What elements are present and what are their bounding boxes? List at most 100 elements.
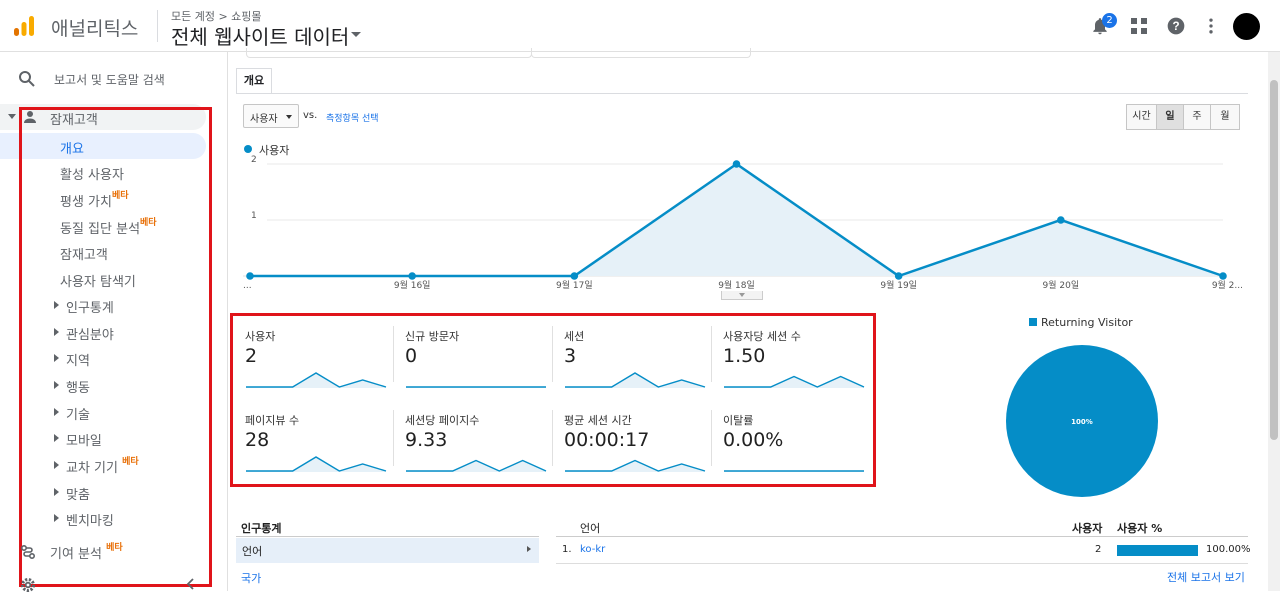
kpi-value: 2 [245, 345, 258, 367]
sparkline-area [565, 373, 705, 388]
kpi-card[interactable]: 페이지뷰 수 28 [233, 398, 391, 482]
x-tick-label: 9월 20일 [1043, 279, 1080, 291]
demographics-country-link[interactable]: 국가 [241, 572, 262, 585]
granularity-hour-button[interactable]: 시간 [1126, 104, 1157, 130]
sidebar-item-cohort-analysis[interactable]: 동질 집단 분석베타 [0, 213, 206, 239]
analytics-logo-icon[interactable] [12, 14, 36, 38]
table-row-pct: 100.00% [1206, 544, 1251, 555]
sidebar-item-user-explorer[interactable]: 사용자 탐색기 [0, 266, 206, 292]
granularity-week-button[interactable]: 주 [1183, 104, 1211, 130]
data-point [1219, 272, 1227, 280]
expand-arrow-icon [54, 354, 59, 362]
kpi-card[interactable]: 사용자당 세션 수 1.50 [711, 314, 869, 398]
avatar[interactable] [1233, 13, 1260, 40]
sidebar-item-interests[interactable]: 관심분야 [0, 319, 206, 345]
report-search[interactable]: 보고서 및 도움말 검색 [0, 62, 228, 94]
page-scrollbar[interactable] [1268, 52, 1280, 591]
kpi-card[interactable]: 세션 3 [552, 314, 710, 398]
visitor-pie-chart[interactable]: 100% [1005, 344, 1159, 498]
users-column-header[interactable]: 사용자 [1072, 522, 1103, 535]
sidebar-item-benchmarking[interactable]: 벤치마킹 [0, 505, 206, 531]
demographics-title: 인구통계 [241, 522, 282, 535]
chevron-down-icon[interactable] [351, 32, 361, 37]
apps-grid-icon[interactable] [1130, 17, 1148, 35]
sidebar-item-mobile[interactable]: 모바일 [0, 425, 206, 451]
sidebar-item-label: 지역 [66, 354, 90, 369]
chart-expand-tab[interactable] [721, 291, 763, 300]
sidebar-item-label: 벤치마킹 [66, 514, 114, 529]
kpi-value: 00:00:17 [564, 429, 650, 451]
sidebar-item-technology[interactable]: 기술 [0, 399, 206, 425]
beta-badge: 베타 [111, 191, 129, 201]
demographics-language-label: 언어 [242, 545, 263, 558]
sidebar-item-label: 동질 집단 분석베타 [60, 218, 157, 237]
kpi-card[interactable]: 신규 방문자 0 [393, 314, 551, 398]
kpi-name: 사용자 [245, 330, 276, 343]
granularity-day-button[interactable]: 일 [1156, 104, 1184, 130]
breadcrumb[interactable]: 모든 계정 > 쇼핑몰 [171, 10, 262, 23]
full-report-link[interactable]: 전체 보고서 보기 [1167, 571, 1245, 584]
tab-overview[interactable]: 개요 [236, 68, 272, 94]
sidebar-item-attribution[interactable]: 기여 분석 베타 [0, 539, 228, 565]
demographics-language-row[interactable]: 언어 [236, 538, 539, 563]
kpi-card[interactable]: 세션당 페이지수 9.33 [393, 398, 551, 482]
sparkline-area [565, 460, 705, 472]
kpi-name: 사용자당 세션 수 [723, 330, 801, 343]
kpi-sparkline [724, 470, 864, 472]
divider [556, 536, 1248, 537]
sidebar-item-label: 사용자 탐색기 [60, 275, 136, 290]
sparkline-line [724, 375, 865, 388]
pie-slice-label: 100% [1071, 418, 1093, 426]
data-point [732, 160, 741, 168]
kpi-sparkline [406, 459, 547, 472]
sparkline-area [246, 457, 386, 472]
kpi-name: 신규 방문자 [405, 330, 460, 343]
sidebar-item-audiences[interactable]: 잠재고객 [0, 239, 206, 265]
sidebar-item-lifetime-value[interactable]: 평생 가치베타 [0, 186, 206, 212]
main-content: 개요 사용자 vs. 측정항목 선택 시간 일 주 월 사용자 1 2... 9월 … [229, 48, 1268, 591]
expand-arrow-icon [54, 328, 59, 336]
sidebar-item-overview[interactable]: 개요 [0, 133, 206, 159]
pick-metric-link[interactable]: 측정항목 선택 [326, 114, 379, 124]
kpi-sparkline [406, 386, 546, 388]
metric-select-value: 사용자 [250, 114, 278, 125]
sidebar-item-geo[interactable]: 지역 [0, 345, 206, 371]
sidebar-item-behavior[interactable]: 행동 [0, 372, 206, 398]
sidebar-item-custom[interactable]: 맞춤 [0, 479, 206, 505]
table-row-language-link[interactable]: ko-kr [580, 544, 606, 555]
attribution-icon [20, 544, 36, 560]
sparkline-line [565, 372, 706, 388]
metric-select[interactable]: 사용자 [243, 104, 299, 128]
card-fragment [246, 48, 532, 58]
expand-arrow-icon [54, 461, 59, 469]
kpi-value: 28 [245, 429, 270, 451]
x-tick-label: 9월 2... [1212, 279, 1243, 291]
sidebar-item-label: 잠재고객 [60, 248, 108, 263]
highlight-box-sidebar [19, 107, 212, 587]
sidebar-item-label: 교차 기기 베타 [66, 457, 139, 476]
x-tick-label: 9월 16일 [394, 279, 431, 291]
kpi-value: 3 [564, 345, 577, 367]
scrollbar-thumb[interactable] [1270, 80, 1278, 440]
users-line-chart[interactable]: 1 2... 9월 16일 9월 17일 9월 18일 9월 19일 9월 20일 9월 2.… [243, 154, 1243, 296]
help-icon[interactable]: ? [1166, 16, 1186, 36]
kpi-card[interactable]: 사용자 2 [233, 314, 391, 398]
sidebar-item-cross-device[interactable]: 교차 기기 베타 [0, 452, 206, 478]
kpi-card[interactable]: 평균 세션 시간 00:00:17 [552, 398, 710, 482]
granularity-month-button[interactable]: 월 [1210, 104, 1240, 130]
sidebar-item-demographics[interactable]: 인구통계 [0, 292, 206, 318]
sidebar-item-label: 기여 분석 베타 [50, 543, 123, 562]
kpi-card[interactable]: 이탈률 0.00% [711, 398, 869, 482]
users-pct-column-header[interactable]: 사용자 % [1117, 522, 1163, 535]
sidebar-item-active-users[interactable]: 활성 사용자 [0, 159, 206, 185]
more-vert-icon[interactable] [1201, 16, 1221, 36]
pie-legend-marker [1029, 318, 1037, 326]
divider [552, 410, 553, 466]
property-selector[interactable]: 전체 웹사이트 데이터 [171, 25, 350, 49]
collapse-sidebar-icon[interactable] [186, 578, 196, 590]
notification-badge: 2 [1102, 13, 1117, 28]
expand-arrow-icon [54, 381, 59, 389]
person-icon [24, 111, 36, 123]
table-row-pct-bar [1117, 545, 1198, 556]
kpi-sparkline [246, 456, 387, 472]
